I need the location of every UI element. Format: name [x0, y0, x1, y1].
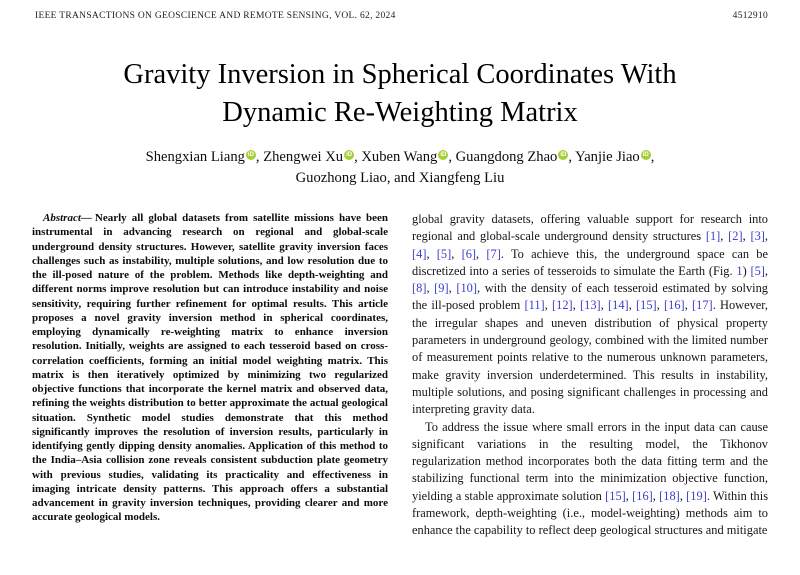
citation-link[interactable]: [16] [632, 488, 653, 503]
authors-line-1: Shengxian Liang iD, Zhengwei Xu iD, Xuben … [145, 149, 655, 165]
citation-link[interactable]: [5] [436, 246, 452, 261]
citation-link[interactable]: [15] [636, 298, 657, 313]
citation-link[interactable]: [3] [750, 229, 765, 244]
authors-line-2: Guozhong Liao, and Xiangfeng Liu [295, 170, 505, 186]
article-number: 4512910 [732, 11, 768, 21]
abstract-column: Abstract— Nearly all global datasets from… [32, 211, 388, 540]
author-name: Shengxian Liang [145, 149, 245, 165]
journal-name: IEEE TRANSACTIONS ON GEOSCIENCE AND REMO… [35, 11, 396, 21]
citation-link[interactable]: [10] [456, 281, 477, 296]
citation-link[interactable]: [15] [605, 488, 626, 503]
orcid-icon[interactable]: iD [344, 150, 355, 160]
citation-link[interactable]: [5] [750, 263, 765, 278]
author-name: Guozhong Liao [295, 170, 387, 186]
body-paragraph: To address the issue where small errors … [412, 419, 769, 538]
body-paragraph: global gravity datasets, offering valuab… [412, 212, 769, 417]
introduction-column: global gravity datasets, offering valuab… [412, 211, 768, 540]
author-name: Guangdong Zhao [455, 149, 558, 165]
two-column-body: Abstract— Nearly all global datasets from… [32, 211, 768, 540]
title-line-2: Dynamic Re-Weighting Matrix [222, 97, 578, 128]
author-name: Xiangfeng Liu [418, 170, 505, 186]
citation-link[interactable]: [1] [705, 229, 721, 244]
figure-link[interactable]: 1 [736, 263, 743, 278]
author-name: Xuben Wang [361, 149, 438, 165]
author-name: Zhengwei Xu [263, 149, 344, 165]
author-name: Yanjie Jiao [575, 149, 640, 165]
citation-link[interactable]: [19] [686, 488, 707, 503]
orcid-icon[interactable]: iD [640, 150, 651, 160]
citation-link[interactable]: [13] [580, 298, 601, 313]
citation-link[interactable]: [7] [486, 246, 501, 261]
running-head: IEEE TRANSACTIONS ON GEOSCIENCE AND REMO… [35, 11, 768, 21]
citation-link[interactable]: [12] [552, 298, 573, 313]
citation-link[interactable]: [6] [461, 246, 477, 261]
citation-link[interactable]: [9] [434, 281, 449, 296]
orcid-icon[interactable]: iD [558, 150, 569, 160]
abstract-paragraph: Abstract— Nearly all global datasets from… [32, 211, 388, 525]
abstract-label: Abstract— [43, 212, 92, 224]
citation-link[interactable]: [17] [692, 298, 713, 313]
citation-link[interactable]: [11] [524, 298, 545, 313]
orcid-icon[interactable]: iD [438, 150, 449, 160]
citation-link[interactable]: [16] [664, 298, 685, 313]
orcid-icon[interactable]: iD [245, 150, 256, 160]
citation-link[interactable]: [18] [659, 488, 680, 503]
citation-link[interactable]: [2] [728, 229, 743, 244]
abstract-text: Nearly all global datasets from satellit… [32, 212, 388, 524]
citation-link[interactable]: [14] [608, 298, 629, 313]
citation-link[interactable]: [4] [412, 246, 427, 261]
citation-link[interactable]: [8] [412, 281, 427, 296]
title-line-1: Gravity Inversion in Spherical Coordinat… [123, 59, 677, 90]
author-list: Shengxian Liang iD, Zhengwei Xu iD, Xuben … [0, 147, 800, 189]
page-title: Gravity Inversion in Spherical Coordinat… [0, 56, 800, 132]
